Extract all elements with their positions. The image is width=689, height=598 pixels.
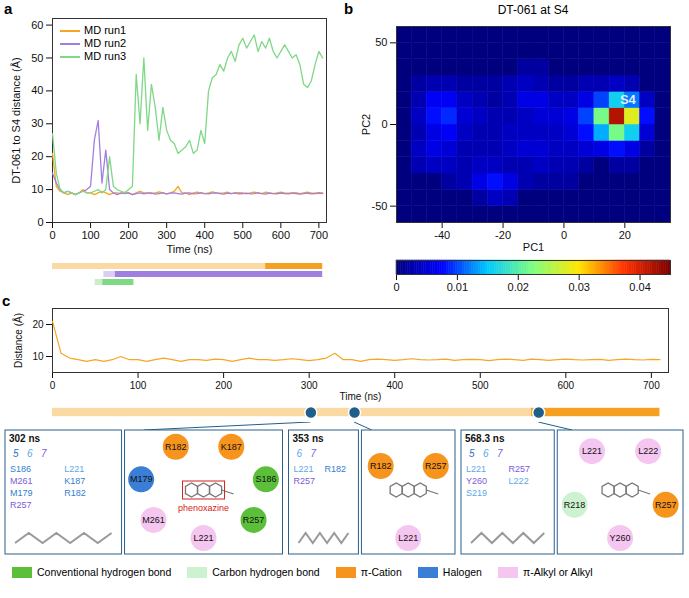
svg-text:700: 700 [643,380,660,391]
svg-text:R257: R257 [243,515,265,525]
svg-text:L221: L221 [294,464,314,474]
svg-text:S219: S219 [466,488,487,498]
html-text:b: b [344,0,354,17]
svg-text:0: 0 [37,216,43,228]
svg-text:500: 500 [472,380,489,391]
svg-text:L222: L222 [509,476,529,486]
svg-text:R257: R257 [294,476,316,486]
svg-text:100: 100 [81,229,99,241]
svg-text:Time (ns): Time (ns) [166,243,212,255]
svg-text:L222: L222 [638,446,658,456]
svg-text:0: 0 [50,380,56,391]
svg-text:6: 6 [27,448,33,459]
svg-text:phenoxazine: phenoxazine [178,503,229,513]
svg-text:600: 600 [272,229,290,241]
svg-text:353 ns: 353 ns [293,433,325,444]
svg-text:M179: M179 [10,488,33,498]
svg-text:L221: L221 [194,533,214,543]
html-text:π-Cation: π-Cation [360,566,402,578]
svg-text:0.03: 0.03 [568,281,589,293]
svg-text:PC1: PC1 [523,241,544,253]
svg-text:L221: L221 [398,533,418,543]
svg-text:R182: R182 [64,488,86,498]
svg-text:50: 50 [375,36,387,48]
svg-text:300: 300 [301,380,318,391]
svg-text:R257: R257 [655,500,677,510]
svg-text:R182: R182 [370,461,392,471]
svg-text:50: 50 [31,52,43,64]
svg-text:0: 0 [381,118,387,130]
svg-text:S4: S4 [620,92,637,107]
svg-text:L221: L221 [64,464,84,474]
svg-text:R182: R182 [324,464,346,474]
svg-text:0: 0 [49,229,55,241]
svg-text:M179: M179 [130,474,153,484]
svg-text:200: 200 [215,380,232,391]
html-text:Conventional hydrogen bond: Conventional hydrogen bond [37,566,172,578]
svg-text:L221: L221 [466,464,486,474]
html-text:DT-061 at S4: DT-061 at S4 [497,3,569,17]
svg-text:K187: K187 [64,476,85,486]
svg-text:Y260: Y260 [610,533,631,543]
svg-text:200: 200 [119,229,137,241]
svg-text:R257: R257 [10,500,32,510]
svg-text:302 ns: 302 ns [9,433,41,444]
html-text:a: a [4,0,13,17]
svg-text:-20: -20 [495,229,511,241]
svg-text:20: 20 [31,150,43,162]
svg-text:40: 40 [31,84,43,96]
svg-text:Y260: Y260 [466,476,487,486]
svg-text:Time (ns): Time (ns) [340,391,382,402]
svg-text:S186: S186 [255,474,276,484]
svg-text:20: 20 [619,229,631,241]
svg-text:0.02: 0.02 [508,281,529,293]
svg-text:M261: M261 [142,515,165,525]
svg-text:0.04: 0.04 [629,281,650,293]
svg-text:7: 7 [311,448,317,459]
html-text:c: c [2,292,11,309]
svg-text:500: 500 [234,229,252,241]
svg-text:6: 6 [297,448,303,459]
svg-text:S186: S186 [10,464,31,474]
svg-text:0.01: 0.01 [447,281,468,293]
svg-text:100: 100 [130,380,147,391]
svg-text:400: 400 [196,229,214,241]
svg-text:Distance (Å): Distance (Å) [12,313,24,368]
html-text:Halogen: Halogen [442,566,482,578]
html-text:Carbon hydrogen bond: Carbon hydrogen bond [212,566,320,578]
svg-text:M261: M261 [10,476,33,486]
svg-text:300: 300 [157,229,175,241]
svg-text:10: 10 [32,351,44,362]
svg-text:DT-061 to S4 distance (Å): DT-061 to S4 distance (Å) [10,57,22,184]
svg-text:600: 600 [557,380,574,391]
svg-text:7: 7 [497,448,503,459]
svg-text:0: 0 [393,281,399,293]
html-text:MD run2: MD run2 [84,37,127,49]
svg-text:-50: -50 [372,200,388,212]
svg-text:PC2: PC2 [360,114,372,135]
svg-text:6: 6 [483,448,489,459]
svg-text:5: 5 [469,448,475,459]
svg-text:400: 400 [386,380,403,391]
svg-text:20: 20 [32,319,44,330]
svg-text:-40: -40 [434,229,450,241]
svg-text:5: 5 [13,448,19,459]
svg-text:568.3 ns: 568.3 ns [465,433,505,444]
svg-text:60: 60 [31,19,43,31]
svg-text:7: 7 [41,448,47,459]
svg-text:L221: L221 [582,446,602,456]
svg-text:30: 30 [31,117,43,129]
html-text:MD run1: MD run1 [84,24,127,36]
svg-text:R257: R257 [509,464,531,474]
svg-text:K187: K187 [221,442,242,452]
svg-text:R182: R182 [165,442,187,452]
svg-text:10: 10 [31,183,43,195]
html-text:MD run3: MD run3 [84,50,127,62]
svg-text:R218: R218 [564,500,586,510]
html-text:π-Alkyl or Alkyl: π-Alkyl or Alkyl [522,566,593,578]
svg-text:R257: R257 [425,461,447,471]
svg-text:700: 700 [310,229,328,241]
svg-text:0: 0 [561,229,567,241]
